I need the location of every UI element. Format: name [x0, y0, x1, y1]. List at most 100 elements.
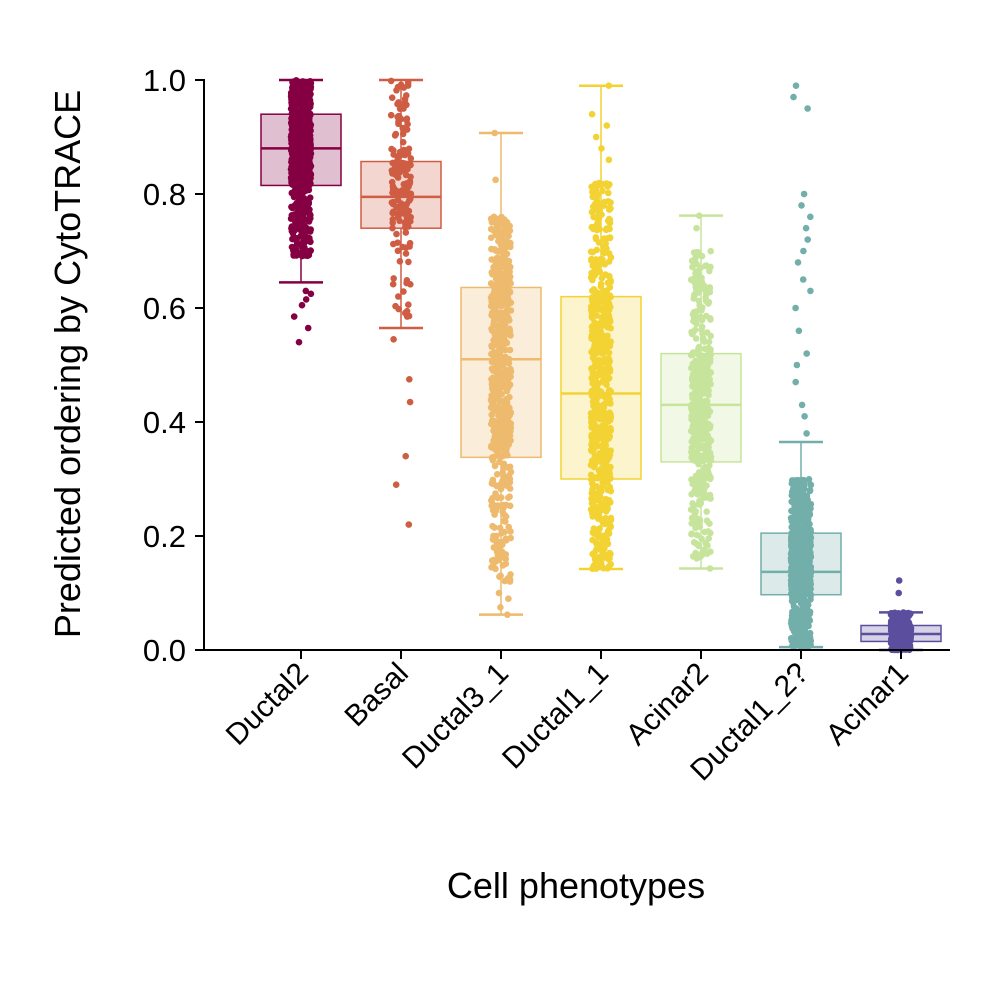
data-point	[389, 216, 397, 223]
data-point	[801, 597, 808, 604]
data-point	[307, 247, 315, 254]
outlier-point	[298, 301, 306, 309]
data-point	[591, 193, 599, 201]
data-point	[407, 173, 414, 181]
data-point	[407, 281, 414, 288]
data-point	[605, 189, 612, 197]
data-point	[601, 532, 608, 539]
data-point	[592, 180, 599, 188]
data-point	[301, 121, 309, 129]
data-point	[599, 538, 606, 545]
data-point	[705, 344, 712, 352]
data-point	[488, 420, 495, 428]
data-point	[689, 263, 696, 271]
data-point	[596, 323, 603, 331]
data-point	[306, 194, 314, 201]
outlier-point	[803, 430, 810, 437]
data-point	[807, 581, 814, 588]
data-point	[406, 239, 414, 247]
data-point	[502, 482, 510, 489]
data-point	[398, 187, 406, 194]
data-point	[396, 169, 404, 176]
data-point	[691, 476, 699, 483]
data-point	[492, 330, 500, 338]
data-point	[406, 180, 414, 187]
data-point	[498, 213, 505, 221]
data-point	[493, 368, 501, 375]
data-point	[692, 280, 699, 287]
data-point	[601, 461, 609, 468]
data-point	[605, 386, 613, 394]
data-point	[407, 155, 415, 162]
data-point	[488, 497, 495, 504]
data-point	[603, 298, 611, 306]
data-point	[399, 243, 406, 251]
data-point	[702, 262, 709, 270]
data-point	[803, 507, 811, 514]
data-point	[395, 293, 402, 300]
data-point	[804, 590, 812, 597]
data-point	[604, 565, 611, 572]
data-point	[507, 240, 514, 248]
data-point	[696, 472, 703, 479]
data-point	[396, 217, 403, 225]
outlier-point	[307, 290, 315, 298]
data-point	[605, 349, 613, 357]
data-point	[693, 531, 701, 539]
data-point	[395, 118, 402, 125]
data-point	[297, 126, 304, 134]
data-point	[799, 557, 806, 564]
data-point	[601, 543, 608, 551]
outlier-point	[492, 176, 499, 184]
data-point	[804, 559, 812, 567]
data-point	[593, 215, 601, 222]
data-point	[594, 453, 601, 461]
data-point	[690, 539, 698, 546]
outlier-point	[804, 236, 811, 243]
data-point	[588, 473, 596, 480]
data-point	[304, 200, 312, 207]
data-point	[499, 477, 506, 485]
data-point	[502, 501, 510, 509]
data-point	[691, 364, 699, 372]
data-point	[500, 554, 508, 561]
data-point	[492, 230, 500, 237]
data-point	[588, 313, 596, 321]
data-point	[392, 130, 400, 138]
data-point	[806, 541, 813, 548]
data-point	[690, 451, 697, 459]
data-point	[488, 325, 495, 333]
data-point	[688, 444, 696, 452]
data-point	[393, 87, 400, 94]
data-point	[703, 286, 711, 294]
data-point	[589, 262, 597, 270]
data-point	[795, 588, 802, 596]
data-point	[692, 508, 699, 515]
data-point	[605, 250, 613, 257]
data-point	[494, 311, 501, 319]
data-point	[592, 186, 600, 194]
data-point	[506, 393, 513, 401]
data-point	[889, 612, 896, 620]
data-point	[604, 198, 612, 205]
data-point	[700, 549, 707, 556]
plot-area	[260, 77, 942, 654]
data-point	[588, 269, 595, 277]
data-point	[906, 637, 914, 645]
data-point	[693, 555, 700, 562]
data-point	[403, 126, 411, 133]
outlier-point	[402, 452, 410, 460]
data-point	[605, 454, 613, 461]
data-point	[499, 231, 506, 239]
data-point	[695, 297, 703, 305]
data-point	[904, 626, 911, 634]
data-point	[695, 250, 702, 257]
data-point	[394, 158, 402, 166]
data-point	[593, 349, 601, 357]
outlier-point	[693, 224, 700, 232]
data-point	[401, 219, 409, 227]
data-point	[498, 390, 505, 398]
data-point	[805, 616, 812, 624]
